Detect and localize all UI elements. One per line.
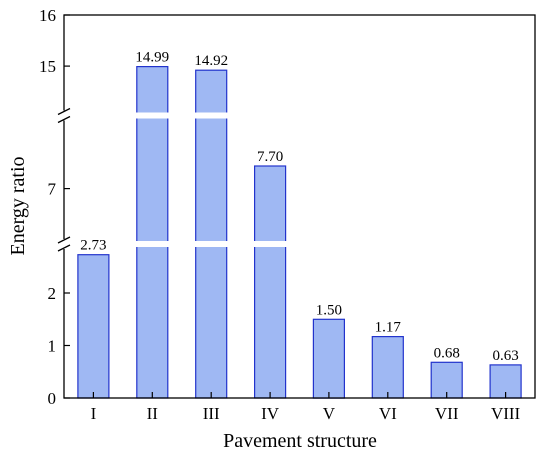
- bar-4: [254, 165, 287, 399]
- x-tick-label-2: II: [147, 404, 159, 423]
- axis-breaks: [65, 112, 534, 247]
- y-tick-label: 1: [48, 337, 57, 356]
- data-label-4: 7.70: [257, 149, 283, 165]
- data-label-8: 0.63: [492, 348, 518, 364]
- axis-break-band-2: [65, 112, 534, 119]
- data-labels: 2.73 14.99 14.92 7.70 1.50 1.17 0.68 0.63: [80, 50, 518, 364]
- y-tick-label: 2: [48, 284, 57, 303]
- data-label-2: 14.99: [135, 50, 169, 66]
- data-label-7: 0.68: [434, 345, 460, 361]
- y-tick-label: 0: [48, 389, 57, 408]
- y-tick-label: 16: [39, 6, 56, 25]
- x-tick-label-5: V: [323, 404, 336, 423]
- axis-break-slash: [57, 115, 71, 124]
- bar-5: [312, 318, 345, 399]
- axis-break-gap: [61, 239, 67, 249]
- axis-break-slash: [57, 236, 71, 244]
- x-ticks: I II III IV V VI VII VIII: [91, 392, 521, 423]
- x-tick-label-4: IV: [261, 404, 280, 423]
- bars: [77, 65, 522, 399]
- bar-2: [136, 65, 169, 399]
- x-axis-title: Pavement structure: [223, 430, 377, 452]
- axes: [63, 14, 536, 399]
- data-label-6: 1.17: [375, 320, 402, 336]
- y-axis-title: Energy ratio: [7, 156, 29, 255]
- bar-6: [371, 336, 404, 399]
- data-label-5: 1.50: [316, 302, 342, 318]
- x-tick-label-6: VI: [379, 404, 397, 423]
- data-label-1: 2.73: [80, 238, 106, 254]
- axis-break-band-1: [65, 241, 534, 247]
- y-tick-label: 7: [48, 180, 57, 199]
- axis-break-slash: [57, 244, 71, 252]
- data-label-3: 14.92: [194, 53, 228, 69]
- bar-3: [195, 69, 228, 399]
- y-tick-label: 15: [39, 57, 56, 76]
- axis-break-gap: [61, 110, 67, 121]
- x-tick-label-1: I: [91, 404, 97, 423]
- x-tick-label-3: III: [203, 404, 220, 423]
- y-ticks: 0 1 2 7 15 16: [39, 6, 71, 408]
- x-tick-label-7: VII: [435, 404, 459, 423]
- bar-1: [77, 254, 110, 399]
- plot-frame: [63, 14, 536, 399]
- axis-break-slash: [57, 107, 71, 116]
- x-tick-label-8: VIII: [491, 404, 521, 423]
